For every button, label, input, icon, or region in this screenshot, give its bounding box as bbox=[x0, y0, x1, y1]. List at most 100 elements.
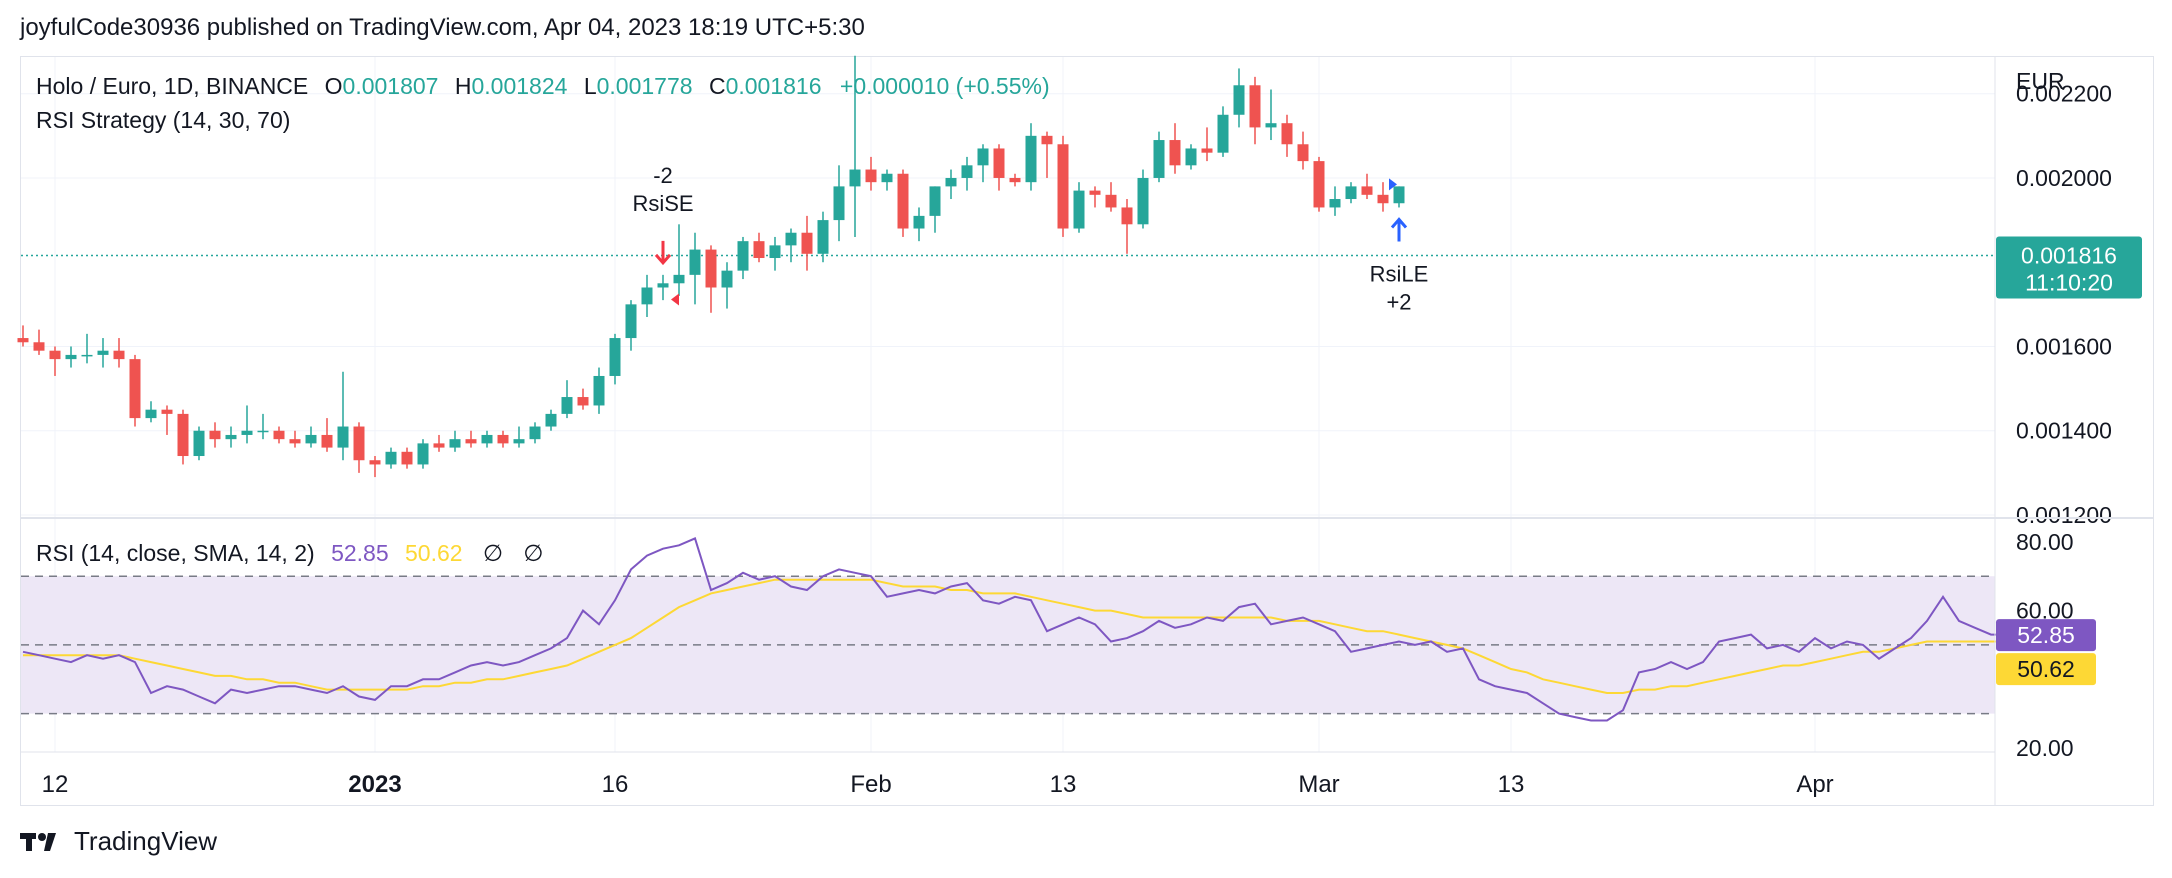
candle[interactable] bbox=[465, 430, 477, 448]
candle[interactable] bbox=[785, 228, 797, 263]
candle[interactable] bbox=[385, 447, 397, 469]
symbol-legend[interactable]: Holo / Euro, 1D, BINANCE O0.001807 H0.00… bbox=[36, 73, 1050, 100]
candle[interactable] bbox=[1281, 114, 1293, 157]
candle[interactable] bbox=[289, 430, 301, 448]
candle[interactable] bbox=[817, 211, 829, 263]
candle[interactable] bbox=[945, 169, 957, 200]
candle[interactable] bbox=[529, 422, 541, 444]
candle[interactable] bbox=[1121, 199, 1133, 254]
candle[interactable] bbox=[1089, 186, 1101, 208]
candle[interactable] bbox=[913, 207, 925, 242]
candle[interactable] bbox=[193, 426, 205, 461]
candle[interactable] bbox=[257, 413, 269, 440]
candle[interactable] bbox=[337, 371, 349, 461]
candle[interactable] bbox=[833, 165, 845, 242]
candle[interactable] bbox=[1361, 173, 1373, 200]
candle[interactable] bbox=[1153, 131, 1165, 183]
candle[interactable] bbox=[81, 333, 93, 364]
candle[interactable] bbox=[977, 144, 989, 183]
candle[interactable] bbox=[1185, 144, 1197, 170]
candle[interactable] bbox=[1329, 186, 1341, 216]
candle[interactable] bbox=[705, 245, 717, 313]
candle[interactable] bbox=[689, 232, 701, 305]
candle[interactable] bbox=[1249, 76, 1261, 145]
candle[interactable] bbox=[849, 55, 861, 237]
candle[interactable] bbox=[561, 380, 573, 419]
price-tick-label: 0.001200 bbox=[2016, 502, 2112, 528]
candle[interactable] bbox=[161, 405, 173, 435]
sell-signal[interactable]: RsiSE -2 bbox=[632, 163, 694, 306]
candle[interactable] bbox=[593, 367, 605, 414]
candle[interactable] bbox=[1169, 123, 1181, 174]
candle[interactable] bbox=[1137, 169, 1149, 229]
candle[interactable] bbox=[641, 274, 653, 317]
candle[interactable] bbox=[577, 388, 589, 410]
footer-brand[interactable]: TradingView bbox=[20, 826, 217, 857]
candle[interactable] bbox=[1041, 131, 1053, 178]
candle[interactable] bbox=[657, 274, 669, 301]
strategy-legend[interactable]: RSI Strategy (14, 30, 70) bbox=[36, 107, 291, 133]
candle[interactable] bbox=[1009, 173, 1021, 187]
candle[interactable] bbox=[609, 333, 621, 385]
candle[interactable] bbox=[1057, 135, 1069, 237]
candle[interactable] bbox=[417, 439, 429, 469]
candle[interactable] bbox=[17, 325, 29, 347]
candle[interactable] bbox=[961, 156, 973, 191]
candle[interactable] bbox=[401, 447, 413, 469]
candle[interactable] bbox=[177, 409, 189, 465]
time-tick-label: 2023 bbox=[348, 771, 401, 798]
candle[interactable] bbox=[97, 338, 109, 368]
rsi-legend[interactable]: RSI (14, close, SMA, 14, 2) 52.85 50.62 … bbox=[36, 540, 543, 567]
candle[interactable] bbox=[769, 236, 781, 271]
candle[interactable] bbox=[865, 156, 877, 191]
buy-signal[interactable]: RsiLE +2 bbox=[1370, 178, 1429, 314]
candle[interactable] bbox=[225, 426, 237, 448]
candle[interactable] bbox=[1105, 182, 1117, 212]
candle[interactable] bbox=[481, 430, 493, 448]
candle[interactable] bbox=[1393, 186, 1405, 208]
candle[interactable] bbox=[1345, 182, 1357, 204]
candle[interactable] bbox=[993, 144, 1005, 191]
candle[interactable] bbox=[753, 232, 765, 263]
candle[interactable] bbox=[1265, 89, 1277, 141]
candle[interactable] bbox=[545, 409, 557, 431]
candle[interactable] bbox=[1073, 182, 1085, 233]
candle[interactable] bbox=[209, 422, 221, 448]
candle[interactable] bbox=[273, 426, 285, 444]
candle[interactable] bbox=[625, 300, 637, 351]
candle[interactable] bbox=[129, 354, 141, 427]
candle[interactable] bbox=[113, 338, 125, 368]
candle[interactable] bbox=[65, 346, 77, 368]
candle[interactable] bbox=[737, 236, 749, 280]
candle[interactable] bbox=[1297, 131, 1309, 170]
candle[interactable] bbox=[673, 224, 685, 296]
candle[interactable] bbox=[1201, 127, 1213, 162]
symbol-name[interactable]: Holo / Euro, 1D, BINANCE bbox=[36, 73, 309, 99]
candle[interactable] bbox=[241, 405, 253, 444]
close-label: C bbox=[708, 73, 726, 99]
candle[interactable] bbox=[1217, 106, 1229, 157]
candle[interactable] bbox=[449, 430, 461, 452]
candle[interactable] bbox=[721, 262, 733, 309]
candle[interactable] bbox=[1313, 156, 1325, 212]
candle[interactable] bbox=[49, 346, 61, 376]
candle[interactable] bbox=[145, 401, 157, 423]
candle[interactable] bbox=[1233, 68, 1245, 128]
candle[interactable] bbox=[305, 426, 317, 448]
candle[interactable] bbox=[33, 329, 45, 355]
candle[interactable] bbox=[897, 169, 909, 237]
candle[interactable] bbox=[801, 215, 813, 271]
candle[interactable] bbox=[321, 418, 333, 452]
candle[interactable] bbox=[369, 456, 381, 478]
candle[interactable] bbox=[1377, 182, 1389, 212]
footer-brand-name: TradingView bbox=[74, 826, 218, 856]
candle[interactable] bbox=[433, 434, 445, 452]
candle[interactable] bbox=[929, 186, 941, 233]
candle[interactable] bbox=[513, 426, 525, 448]
candle[interactable] bbox=[881, 169, 893, 191]
rsi-title[interactable]: RSI (14, close, SMA, 14, 2) bbox=[36, 540, 315, 566]
candle[interactable] bbox=[497, 430, 509, 448]
candle[interactable] bbox=[1025, 123, 1037, 191]
candle[interactable] bbox=[353, 422, 365, 473]
